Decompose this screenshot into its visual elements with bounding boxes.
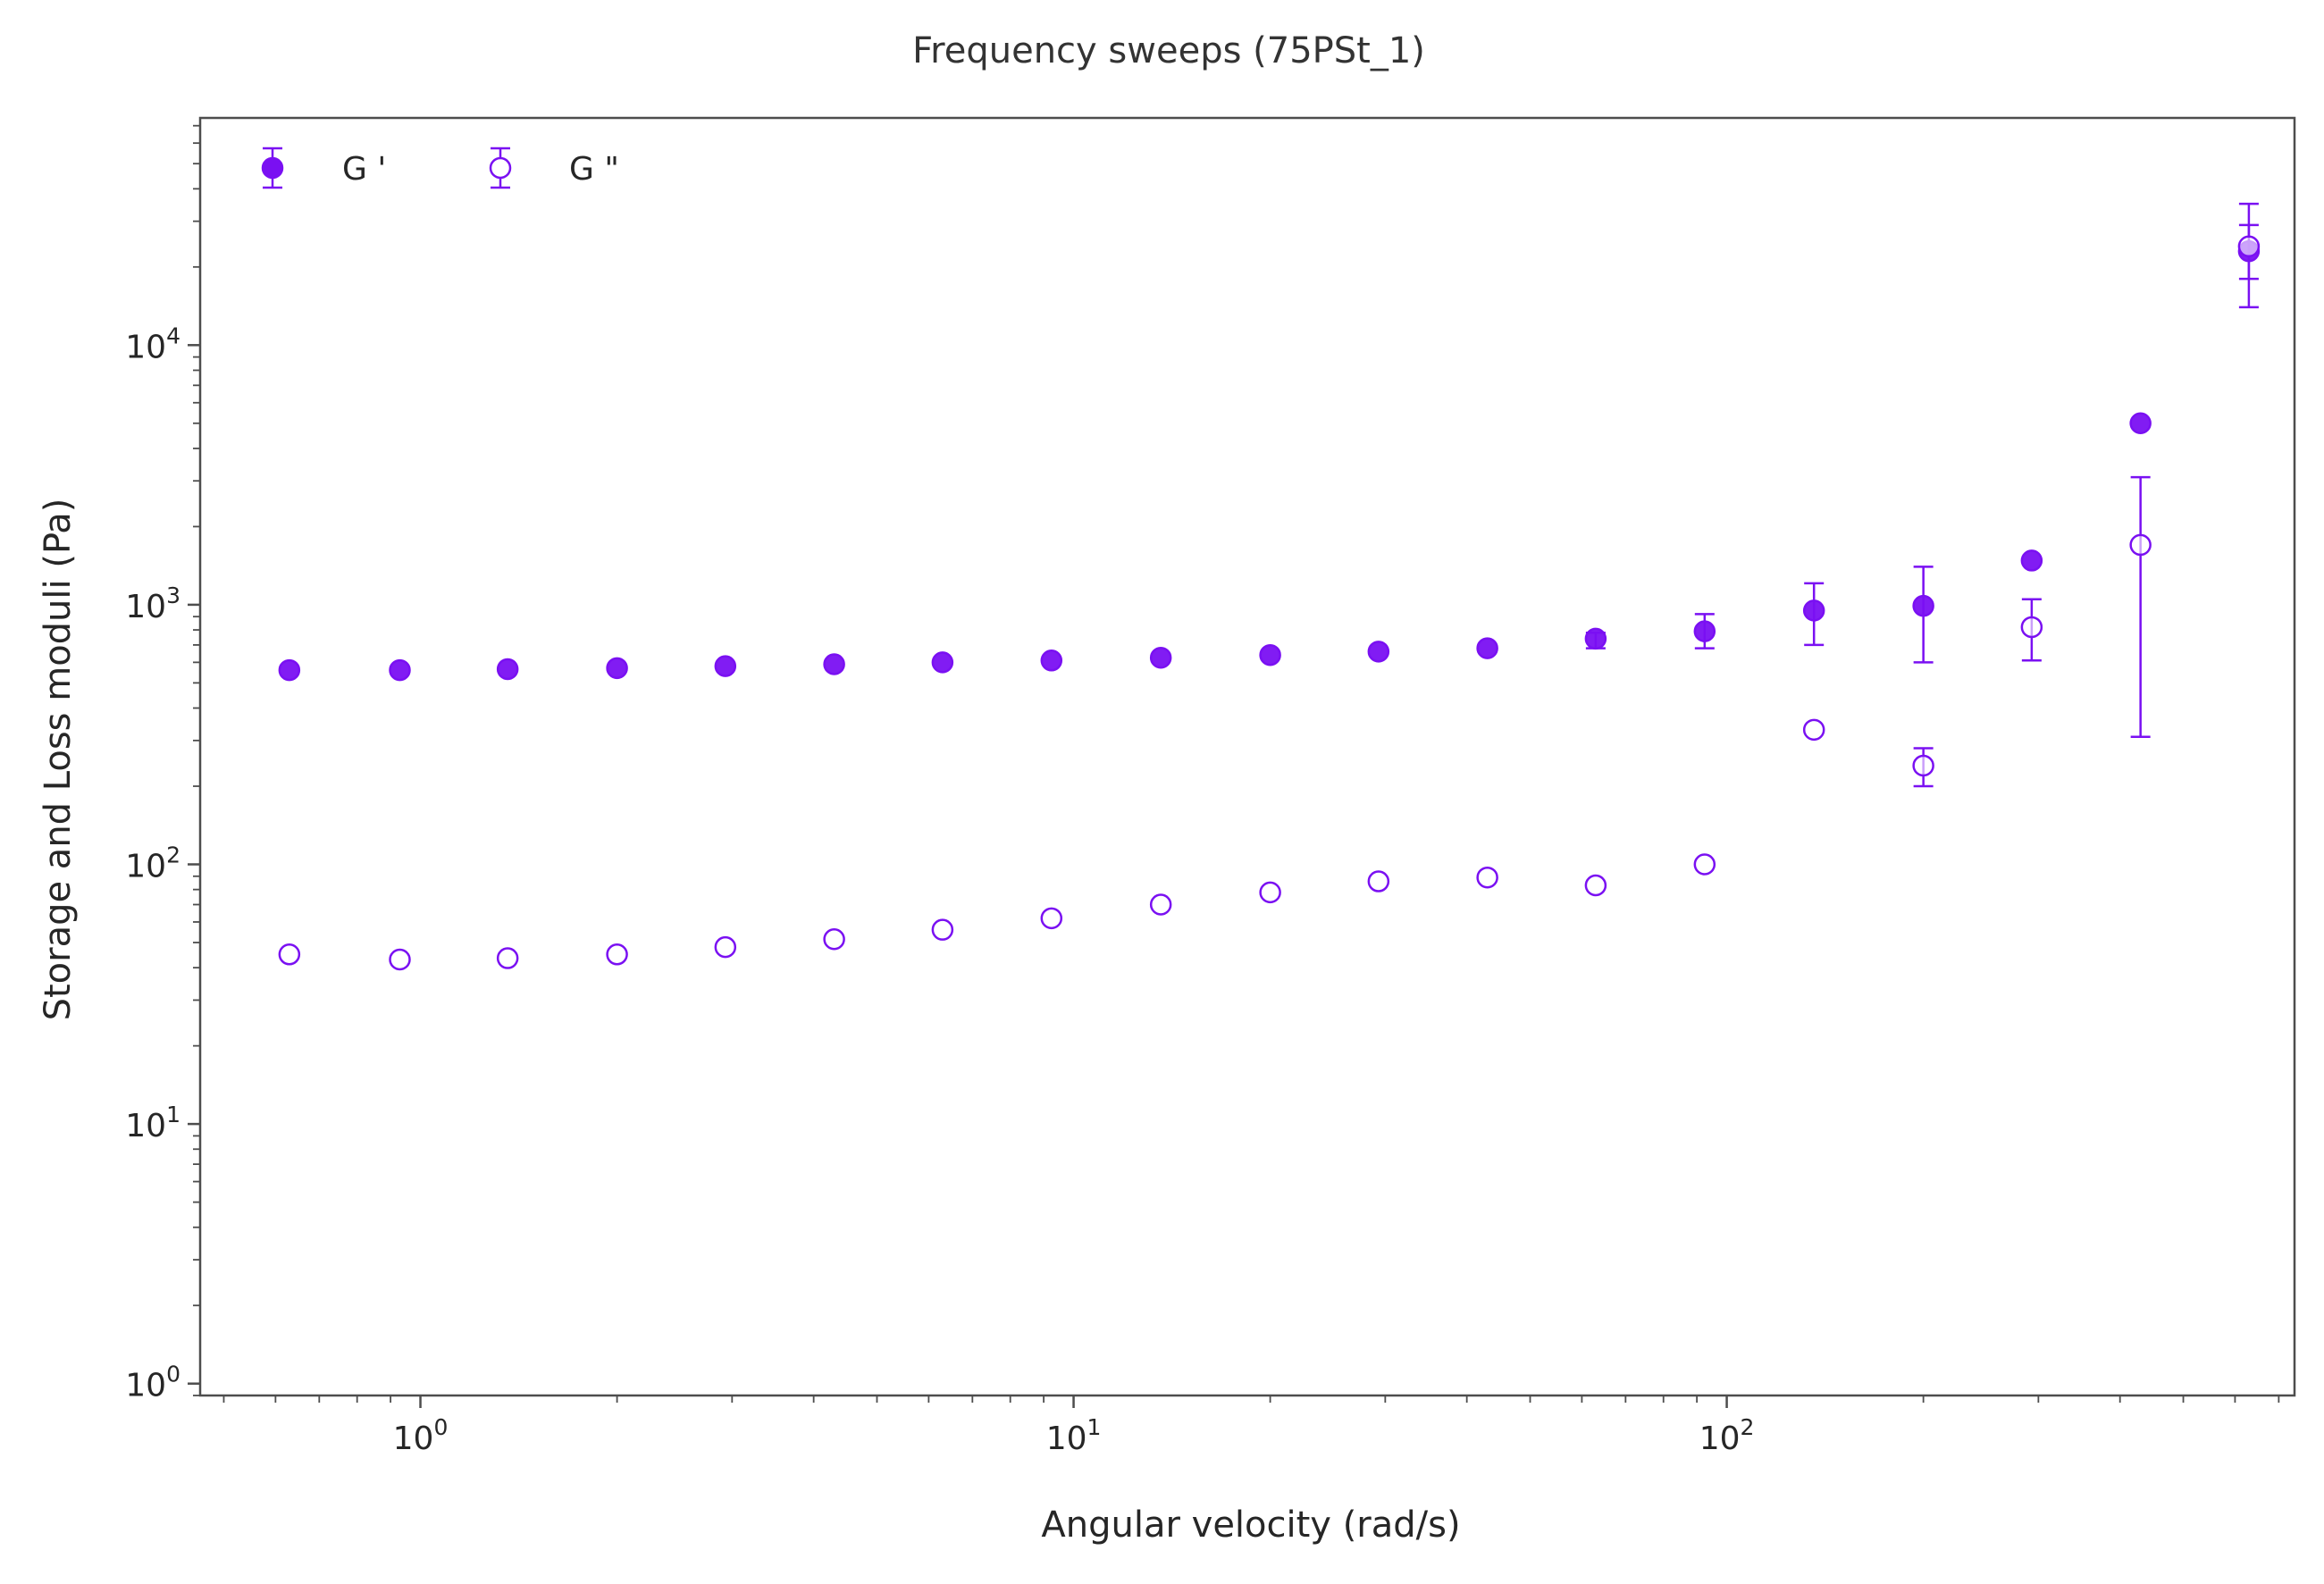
x-tick-label-exponent: 0 [433, 1414, 448, 1440]
data-point [496, 658, 519, 681]
data-point [931, 918, 954, 941]
data-point [714, 935, 737, 959]
data-point [278, 943, 301, 966]
data-point [1367, 641, 1390, 663]
data-point [389, 658, 411, 682]
data-point [1584, 627, 1607, 650]
data-point [1693, 853, 1716, 876]
data-point [2020, 549, 2043, 572]
data-point [1476, 637, 1498, 659]
data-point [1259, 881, 1281, 904]
data-point [714, 655, 737, 677]
data-point [2237, 235, 2261, 258]
y-tick-label-base: 10 [125, 329, 166, 365]
y-tick-label: 101 [125, 1102, 180, 1144]
legend-label: G ' [342, 151, 386, 188]
series-g-prime [278, 223, 2261, 682]
y-tick-label: 102 [125, 842, 180, 884]
data-point [606, 657, 628, 680]
y-tick-label-base: 10 [125, 1108, 166, 1144]
x-axis-label: Angular velocity (rad/s) [1041, 1504, 1460, 1546]
y-tick-label-exponent: 3 [166, 582, 180, 608]
y-tick-label-base: 10 [125, 1368, 166, 1404]
series-g-double-prime [278, 202, 2261, 971]
legend: G ' G " [261, 147, 619, 189]
x-tick-label: 100 [393, 1414, 449, 1457]
legend-item: G " [489, 147, 619, 189]
y-axis-label: Storage and Loss moduli (Pa) [38, 499, 79, 1021]
y-tick-label: 103 [125, 582, 180, 625]
data-point [1802, 718, 1825, 742]
x-tick-label: 102 [1699, 1414, 1755, 1457]
data-point [1259, 643, 1281, 666]
x-tick-label: 101 [1046, 1414, 1102, 1457]
data-point [2020, 616, 2043, 639]
y-tick-label: 100 [125, 1362, 180, 1404]
y-tick-label-exponent: 4 [166, 323, 180, 348]
data-point [823, 927, 845, 951]
x-tick-label-base: 10 [1699, 1421, 1741, 1457]
data-point [496, 947, 519, 969]
data-point [1693, 620, 1716, 642]
y-tick-label-exponent: 2 [166, 842, 180, 867]
legend-item: G ' [261, 147, 386, 189]
data-point [2129, 412, 2152, 435]
x-tick-label-exponent: 1 [1087, 1414, 1102, 1440]
data-point [1912, 754, 1934, 777]
legend-marker [489, 156, 512, 180]
y-tick-label-base: 10 [125, 848, 166, 884]
y-tick-label-base: 10 [125, 589, 166, 625]
data-point [389, 948, 411, 971]
y-tick-label: 104 [125, 323, 180, 365]
x-tick-label-base: 10 [1046, 1421, 1087, 1457]
data-point [2129, 533, 2152, 557]
x-tick-label-base: 10 [393, 1421, 434, 1457]
data-point [1802, 599, 1825, 622]
y-tick-label-exponent: 1 [166, 1102, 180, 1127]
data-point [606, 943, 628, 966]
data-point [1912, 594, 1934, 617]
data-point [1149, 893, 1172, 916]
legend-marker [261, 156, 284, 180]
data-point [823, 653, 845, 675]
legend-label: G " [569, 151, 619, 188]
data-point [1476, 866, 1498, 889]
data-point [1584, 874, 1607, 897]
data-point [931, 651, 954, 674]
data-point [1367, 870, 1390, 893]
data-point [1040, 650, 1063, 672]
data-point [1149, 646, 1172, 669]
y-tick-label-exponent: 0 [166, 1362, 180, 1387]
plot-series [278, 202, 2261, 971]
chart-title: Frequency sweeps (75PSt_1) [912, 30, 1425, 71]
data-point [1040, 907, 1063, 930]
data-point [278, 658, 301, 682]
plot-frame [198, 116, 2296, 1397]
x-tick-label-exponent: 2 [1741, 1414, 1755, 1440]
